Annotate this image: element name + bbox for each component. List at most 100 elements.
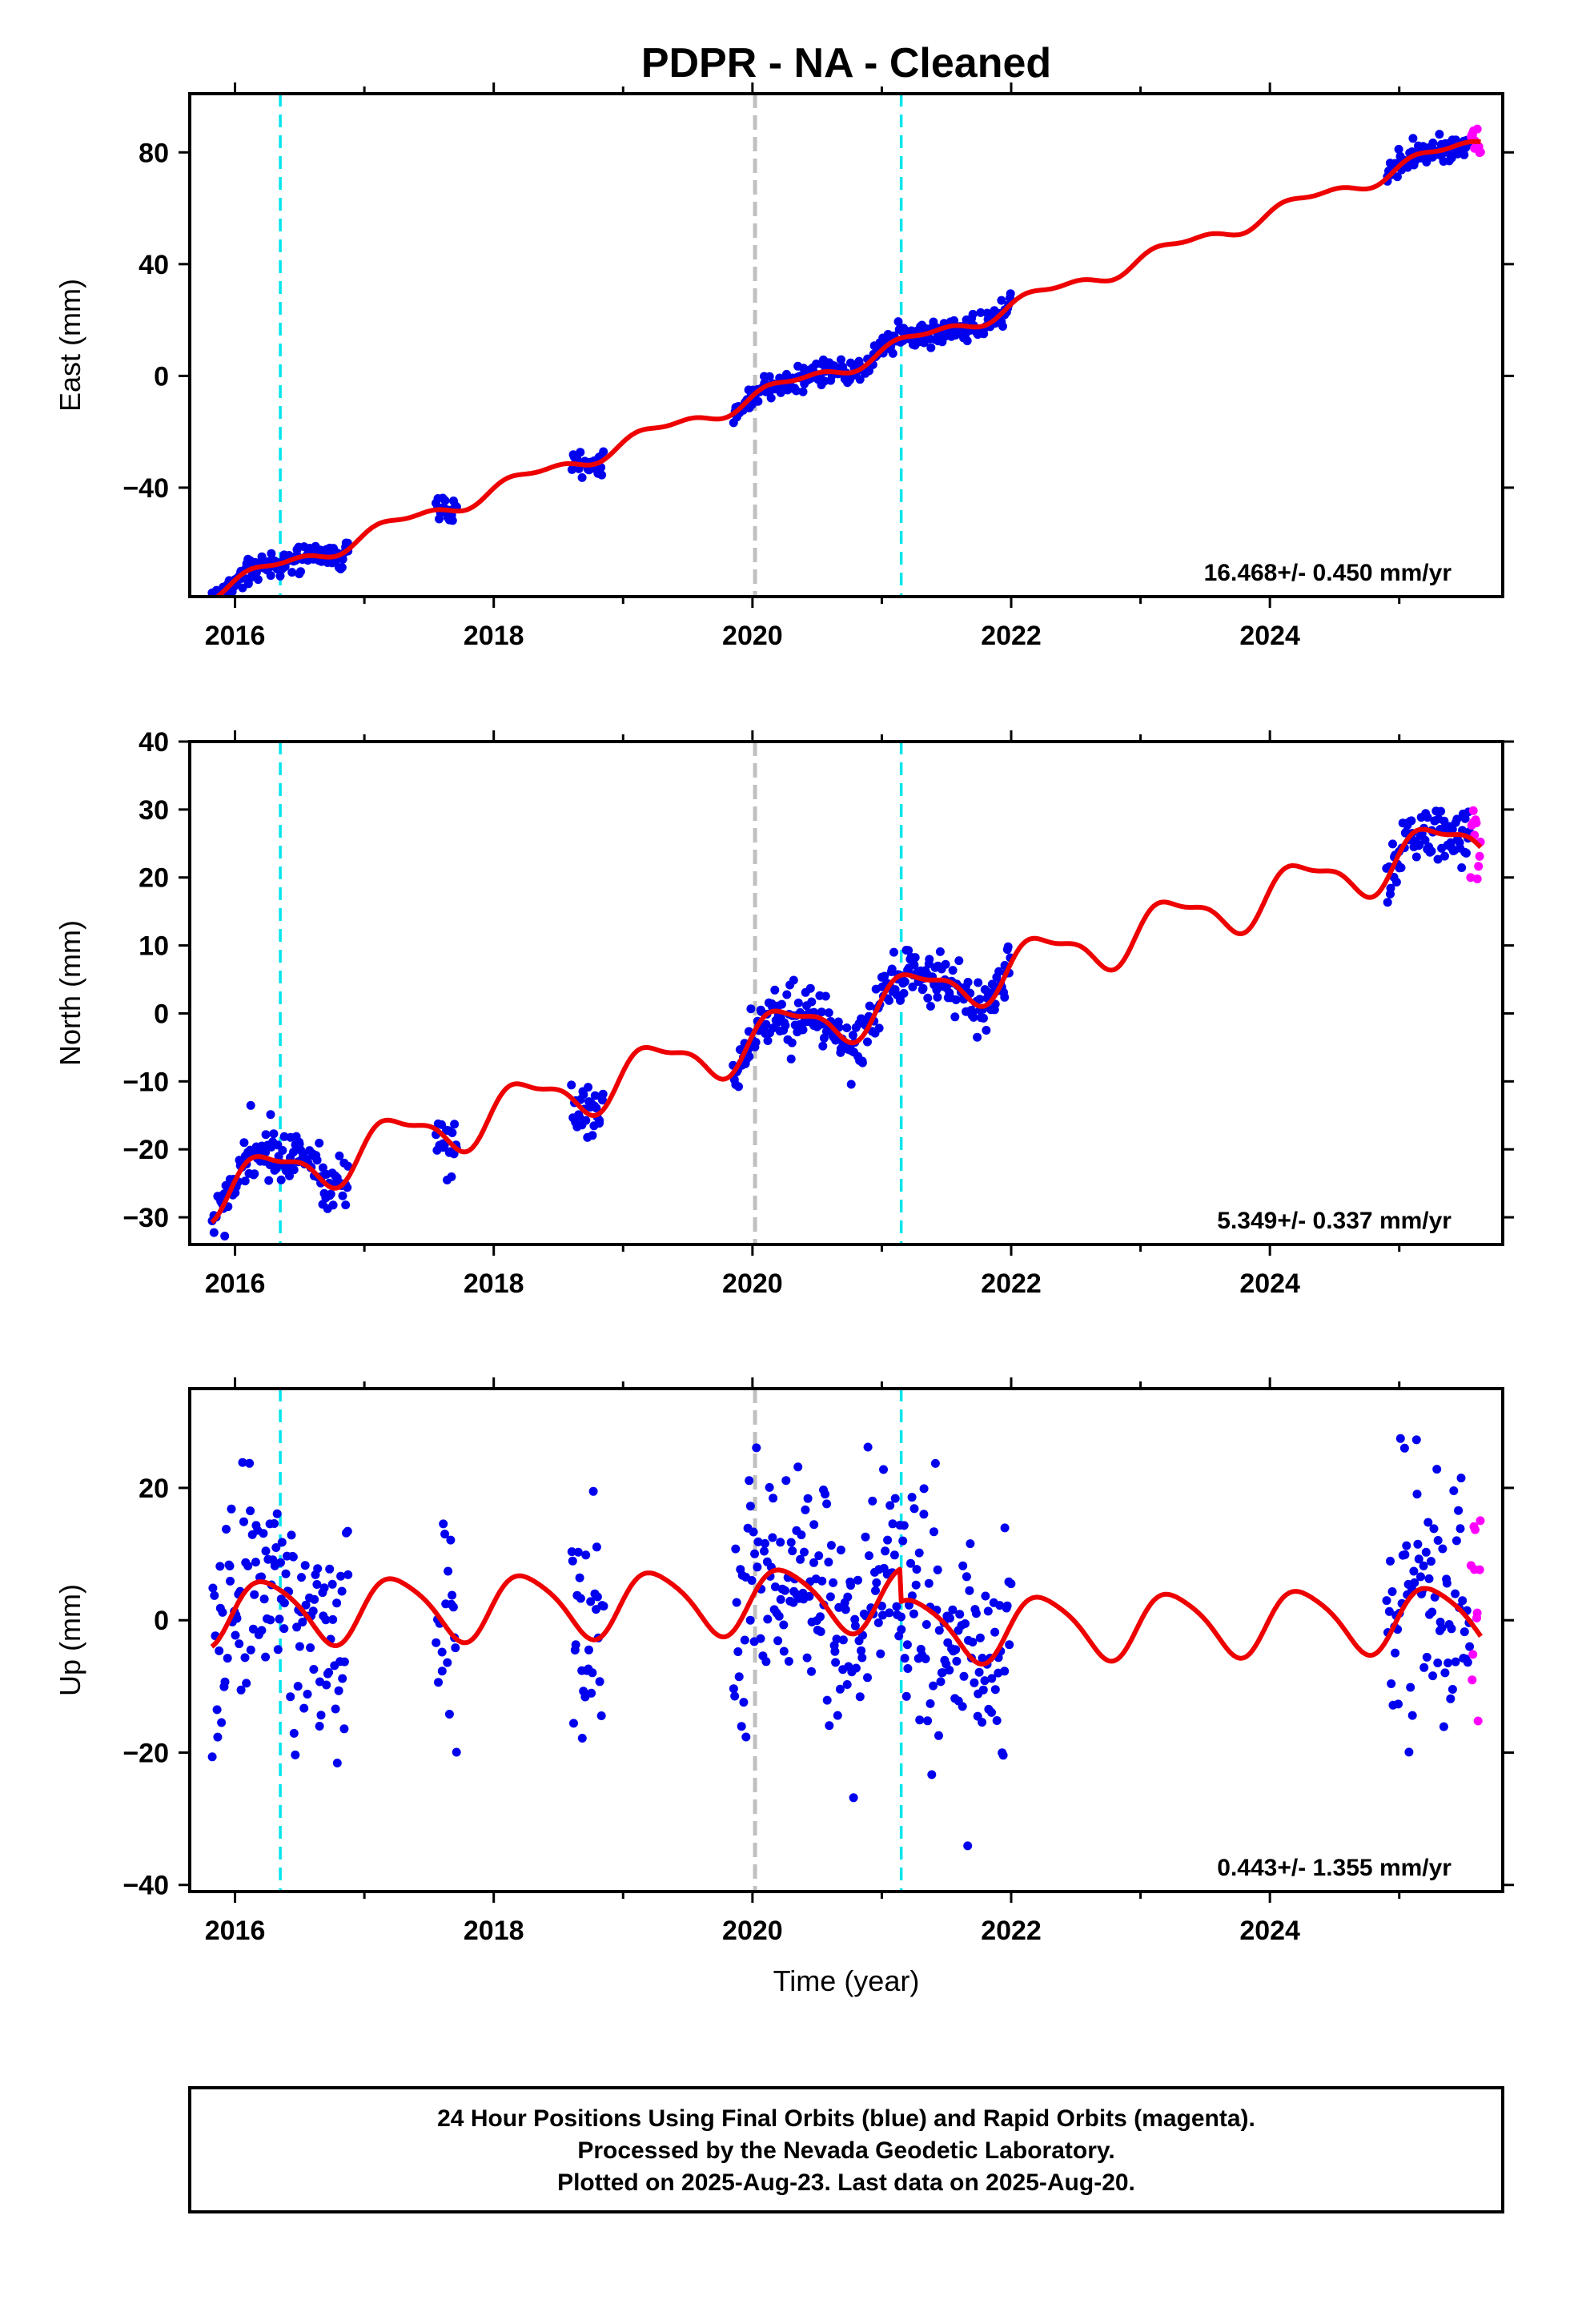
x-tick-label: 2016 bbox=[205, 621, 266, 651]
y-tick-label: 20 bbox=[139, 863, 169, 894]
final-orbit-point bbox=[1420, 835, 1430, 845]
final-orbit-point bbox=[749, 1527, 758, 1537]
final-orbit-point bbox=[275, 571, 285, 581]
final-orbit-point bbox=[824, 1008, 833, 1018]
final-orbit-point bbox=[577, 472, 587, 482]
final-orbit-point bbox=[739, 1698, 749, 1707]
y-tick-label: 30 bbox=[139, 795, 169, 826]
panel-north: 2016 2018 2020 2022 2024 −30 −20 −10 0 10 20 30 40 No… bbox=[54, 727, 1514, 1299]
final-orbit-point bbox=[218, 1607, 227, 1617]
final-orbit-point bbox=[782, 990, 792, 999]
final-orbit-point bbox=[281, 1569, 291, 1578]
final-orbit-point bbox=[834, 1602, 844, 1612]
final-orbit-point bbox=[270, 1519, 279, 1528]
final-orbit-point bbox=[885, 1608, 894, 1618]
final-orbit-point bbox=[581, 1116, 591, 1125]
final-orbit-point bbox=[1408, 134, 1418, 143]
y-tick-label: −20 bbox=[122, 1135, 169, 1165]
final-orbit-point bbox=[755, 1353, 764, 1362]
final-orbit-point bbox=[287, 1530, 296, 1540]
panel-east: 2016 2018 2020 2022 2024 −40 0 40 80 East (mm) 16.… bbox=[54, 82, 1514, 651]
final-orbit-point bbox=[737, 1722, 746, 1731]
final-orbit-point bbox=[437, 1667, 447, 1676]
final-orbit-point bbox=[809, 1558, 818, 1567]
final-orbit-point bbox=[997, 296, 1006, 305]
final-orbit-point bbox=[1449, 1486, 1459, 1495]
final-orbit-point bbox=[207, 1752, 217, 1762]
plot-frame bbox=[188, 740, 1504, 1246]
final-orbit-point bbox=[849, 1793, 858, 1803]
rapid-orbit-point bbox=[1476, 1516, 1485, 1526]
final-orbit-point bbox=[310, 1594, 319, 1604]
final-orbit-point bbox=[271, 1543, 281, 1552]
final-orbit-point bbox=[843, 1592, 853, 1602]
final-orbit-point bbox=[784, 1657, 793, 1666]
final-orbit-point bbox=[951, 995, 961, 1004]
final-orbit-point bbox=[732, 1598, 741, 1607]
final-orbit-point bbox=[227, 1504, 236, 1514]
final-orbit-point bbox=[731, 1544, 741, 1554]
final-orbit-point bbox=[571, 1640, 580, 1650]
final-orbit-point bbox=[926, 1699, 935, 1708]
final-orbit-point bbox=[876, 1649, 885, 1659]
final-orbit-point bbox=[900, 977, 909, 987]
final-orbit-point bbox=[994, 967, 1004, 976]
rapid-orbit-point bbox=[1474, 862, 1484, 871]
final-orbit-point bbox=[316, 1711, 326, 1720]
final-orbit-point bbox=[595, 1116, 604, 1125]
model-curve bbox=[210, 826, 1483, 1224]
final-orbit-point bbox=[874, 1023, 884, 1033]
final-orbit-point bbox=[339, 1724, 349, 1734]
final-orbit-point bbox=[1005, 1640, 1014, 1650]
final-orbit-point bbox=[1442, 1578, 1452, 1588]
final-orbit-point bbox=[861, 1532, 870, 1542]
final-orbit-point bbox=[890, 1494, 900, 1503]
final-orbit-point bbox=[335, 1151, 344, 1160]
final-orbit-point bbox=[980, 1676, 990, 1686]
final-orbit-point bbox=[929, 1681, 938, 1691]
final-orbit-point bbox=[962, 336, 972, 346]
final-orbit-point bbox=[567, 1547, 576, 1557]
final-orbit-point bbox=[888, 1519, 897, 1529]
final-orbit-point bbox=[734, 1082, 743, 1092]
final-orbit-point bbox=[962, 1572, 971, 1582]
rate-annotation: 0.443+/- 1.355 mm/yr bbox=[1217, 1855, 1452, 1881]
final-orbit-point bbox=[257, 1626, 267, 1635]
final-orbit-point bbox=[575, 1112, 584, 1121]
plot-frame bbox=[188, 1387, 1504, 1893]
final-orbit-point bbox=[245, 1458, 255, 1468]
final-orbit-point bbox=[1454, 1506, 1464, 1515]
x-tick-label: 2020 bbox=[722, 621, 783, 651]
final-orbit-point bbox=[450, 1120, 460, 1129]
final-orbit-point bbox=[440, 496, 450, 505]
final-orbit-point bbox=[915, 1715, 925, 1725]
final-orbit-point bbox=[1384, 1606, 1394, 1616]
final-orbit-point bbox=[1421, 1547, 1431, 1557]
final-orbit-point bbox=[923, 1716, 933, 1726]
final-orbit-point bbox=[213, 1732, 223, 1742]
final-orbit-point bbox=[846, 1080, 856, 1089]
y-tick-label: 40 bbox=[139, 250, 169, 280]
final-orbit-point bbox=[259, 1594, 269, 1604]
final-orbit-point bbox=[976, 308, 986, 317]
final-orbit-point bbox=[1399, 1443, 1409, 1453]
rapid-orbit-point bbox=[1473, 1716, 1483, 1726]
final-orbit-point bbox=[934, 1626, 944, 1635]
final-orbit-point bbox=[965, 1586, 974, 1595]
final-orbit-point bbox=[577, 1734, 587, 1743]
final-orbit-point bbox=[826, 1541, 836, 1550]
final-orbit-point bbox=[945, 1666, 954, 1675]
final-orbit-point bbox=[781, 1021, 790, 1030]
final-orbit-point bbox=[1387, 1679, 1396, 1688]
final-orbit-point bbox=[857, 1653, 867, 1663]
rapid-orbit-point bbox=[1468, 1650, 1478, 1659]
final-orbit-point bbox=[958, 1702, 967, 1711]
final-orbit-point bbox=[337, 563, 347, 573]
final-orbit-point bbox=[863, 1673, 872, 1683]
final-orbit-point bbox=[816, 1612, 825, 1622]
final-orbit-point bbox=[968, 1638, 978, 1647]
rapid-orbit-point bbox=[1472, 818, 1481, 828]
final-orbit-point bbox=[321, 1615, 331, 1625]
final-orbit-point bbox=[1429, 1524, 1439, 1534]
